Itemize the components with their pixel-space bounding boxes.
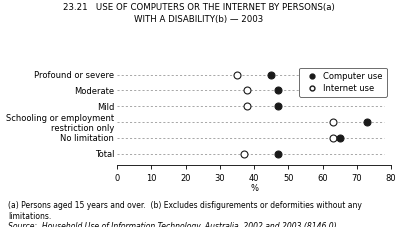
Text: (a) Persons aged 15 years and over.  (b) Excludes disfigurements or deformities : (a) Persons aged 15 years and over. (b) … <box>8 201 362 210</box>
Point <box>275 104 281 108</box>
Point <box>364 120 370 124</box>
Legend: Computer use, Internet use: Computer use, Internet use <box>299 68 387 97</box>
Text: Source:  Household Use of Information Technology, Australia, 2002 and 2003 (8146: Source: Household Use of Information Tec… <box>8 222 339 227</box>
X-axis label: %: % <box>250 184 258 193</box>
Point <box>330 120 336 124</box>
Point <box>275 152 281 155</box>
Point <box>244 89 251 92</box>
Point <box>330 136 336 140</box>
Point <box>234 73 240 76</box>
Point <box>244 104 251 108</box>
Text: 23.21   USE OF COMPUTERS OR THE INTERNET BY PERSONS(a)
WITH A DISABILITY(b) — 20: 23.21 USE OF COMPUTERS OR THE INTERNET B… <box>63 3 334 24</box>
Point <box>275 89 281 92</box>
Point <box>337 136 343 140</box>
Point <box>268 73 274 76</box>
Text: limitations.: limitations. <box>8 212 51 221</box>
Point <box>241 152 247 155</box>
